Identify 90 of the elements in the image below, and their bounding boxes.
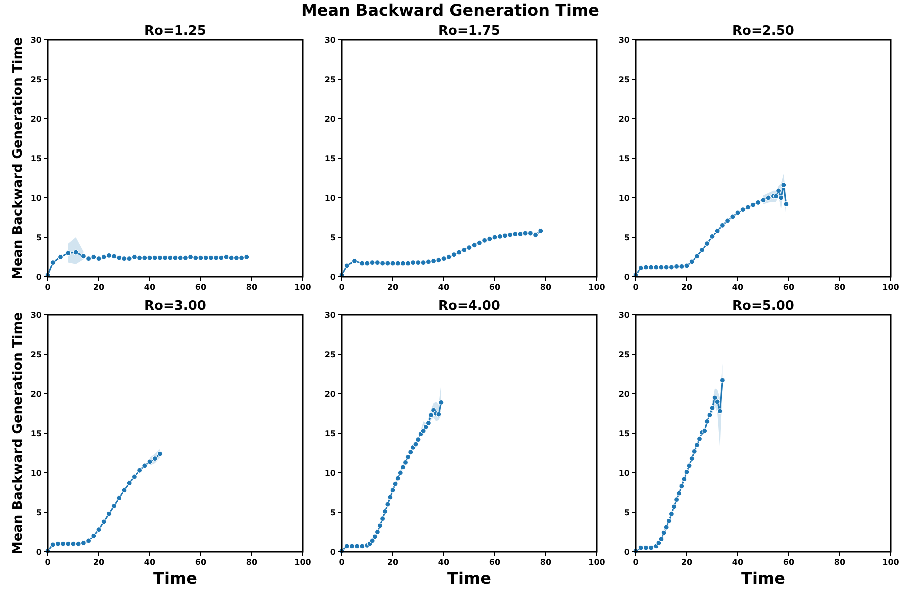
- x-tick-label: 60: [489, 283, 501, 292]
- y-tick-label: 15: [324, 154, 336, 164]
- y-tick-label: 25: [618, 76, 630, 84]
- y-tick-label: 5: [624, 234, 630, 242]
- x-tick-label: 40: [144, 283, 156, 292]
- chart-title: Ro=5.00: [732, 299, 794, 314]
- y-tick-label: 30: [324, 311, 336, 320]
- x-axis-title: Time: [742, 569, 786, 588]
- x-tick-label: 20: [387, 283, 399, 292]
- chart-title: Ro=1.75: [438, 24, 500, 39]
- y-tick-label: 5: [330, 508, 336, 518]
- x-tick-label: 20: [93, 283, 105, 292]
- x-tick-label: 80: [540, 283, 552, 292]
- y-tick-label: 5: [36, 234, 42, 242]
- x-tick-label: 0: [45, 283, 52, 292]
- x-tick-label: 80: [246, 283, 258, 292]
- y-tick-label: 25: [30, 76, 42, 84]
- y-tick-label: 30: [618, 36, 630, 45]
- y-tick-label: 5: [330, 234, 336, 242]
- y-tick-label: 0: [36, 548, 42, 557]
- y-tick-label: 5: [36, 508, 42, 518]
- x-axis-title: Time: [448, 569, 492, 588]
- y-tick-label: 15: [30, 154, 42, 164]
- y-tick-label: 0: [36, 273, 42, 282]
- x-tick-label: 40: [732, 283, 744, 292]
- y-tick-label: 25: [30, 350, 42, 360]
- y-tick-label: 0: [624, 548, 630, 557]
- chart-title: Ro=1.25: [144, 24, 206, 39]
- y-tick-label: 30: [30, 311, 42, 320]
- x-tick-label: 20: [681, 558, 693, 567]
- x-tick-label: 100: [588, 283, 606, 292]
- x-tick-label: 40: [438, 283, 450, 292]
- y-tick-label: 25: [618, 350, 630, 360]
- x-tick-label: 100: [294, 558, 312, 567]
- y-tick-label: 10: [618, 194, 630, 203]
- y-tick-label: 15: [30, 430, 42, 438]
- y-tick-label: 30: [324, 36, 336, 45]
- y-tick-label: 0: [330, 273, 336, 282]
- x-tick-label: 60: [783, 558, 795, 567]
- y-tick-label: 15: [618, 154, 630, 164]
- chart-title: Ro=2.50: [732, 24, 794, 39]
- y-axis-title: Mean Backward Generation Time: [11, 37, 26, 280]
- x-tick-label: 40: [438, 558, 450, 567]
- x-tick-label: 40: [732, 558, 744, 567]
- y-tick-label: 10: [618, 469, 630, 478]
- y-tick-label: 20: [324, 390, 336, 399]
- y-tick-label: 25: [324, 350, 336, 360]
- x-tick-label: 20: [93, 558, 105, 567]
- y-tick-label: 20: [30, 115, 42, 124]
- x-tick-label: 60: [489, 558, 501, 567]
- y-tick-label: 20: [618, 115, 630, 124]
- x-tick-label: 60: [783, 283, 795, 292]
- y-tick-label: 0: [624, 273, 630, 282]
- x-tick-label: 0: [633, 558, 640, 567]
- chart-title: Ro=3.00: [144, 299, 206, 314]
- x-tick-label: 0: [45, 558, 52, 567]
- x-tick-label: 100: [882, 283, 900, 292]
- x-tick-label: 100: [588, 558, 606, 567]
- x-tick-label: 20: [681, 283, 693, 292]
- text: Mean Backward Generation Time: [301, 1, 600, 20]
- x-tick-label: 0: [339, 558, 346, 567]
- x-tick-label: 100: [882, 558, 900, 567]
- x-tick-label: 80: [834, 558, 846, 567]
- y-tick-label: 0: [330, 548, 336, 557]
- y-tick-label: 20: [618, 390, 630, 399]
- y-tick-label: 30: [618, 311, 630, 320]
- x-tick-label: 80: [834, 283, 846, 292]
- y-tick-label: 15: [618, 430, 630, 438]
- x-tick-label: 0: [633, 283, 640, 292]
- chart-title: Ro=4.00: [438, 299, 500, 314]
- x-tick-label: 20: [387, 558, 399, 567]
- x-tick-label: 40: [144, 558, 156, 567]
- x-tick-label: 60: [195, 558, 207, 567]
- y-tick-label: 10: [324, 194, 336, 203]
- x-tick-label: 0: [339, 283, 346, 292]
- x-tick-label: 80: [246, 558, 258, 567]
- y-tick-label: 20: [324, 115, 336, 124]
- x-tick-label: 100: [294, 283, 312, 292]
- y-tick-label: 10: [30, 194, 42, 203]
- y-tick-label: 15: [324, 430, 336, 438]
- y-tick-label: 25: [324, 76, 336, 84]
- x-axis-title: Time: [154, 569, 198, 588]
- y-tick-label: 10: [324, 469, 336, 478]
- y-tick-label: 30: [30, 36, 42, 45]
- y-axis-title: Mean Backward Generation Time: [11, 312, 26, 555]
- y-tick-label: 5: [624, 508, 630, 518]
- y-tick-label: 10: [30, 469, 42, 478]
- y-tick-label: 20: [30, 390, 42, 399]
- x-tick-label: 60: [195, 283, 207, 292]
- x-tick-label: 80: [540, 558, 552, 567]
